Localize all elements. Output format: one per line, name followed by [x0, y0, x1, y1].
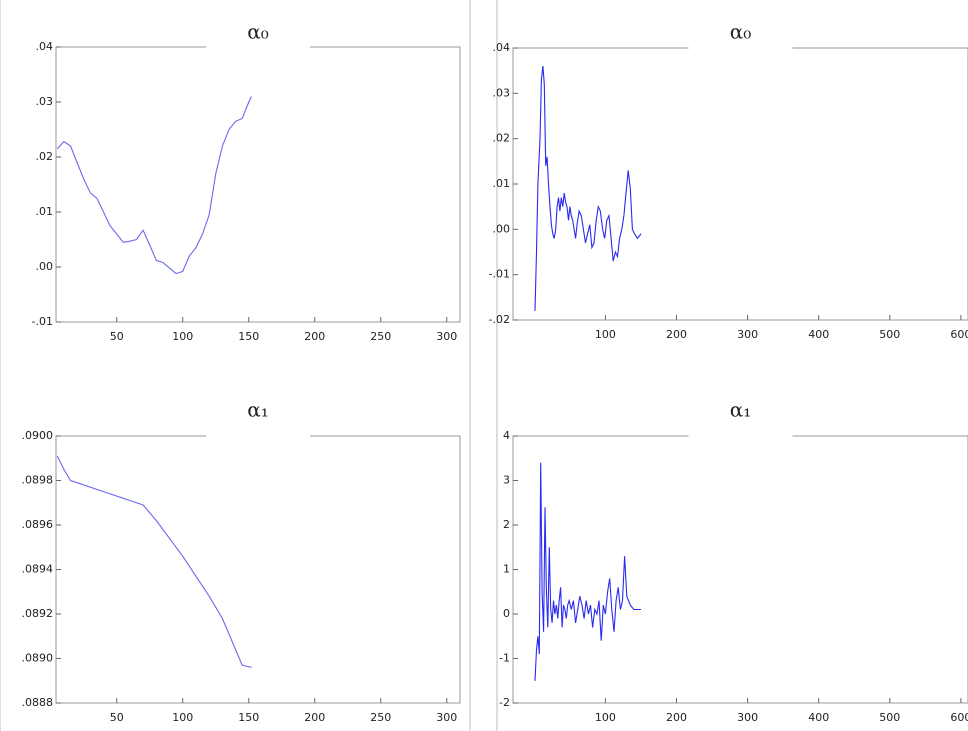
x-tick-label: 100: [172, 330, 193, 343]
x-tick-label: 300: [737, 711, 758, 724]
y-tick-label: 1: [503, 563, 510, 576]
y-tick-label: -.01: [489, 268, 510, 281]
x-tick-label: 50: [110, 711, 124, 724]
y-tick-label: .03: [36, 95, 54, 108]
y-tick-label: .03: [493, 86, 511, 99]
y-tick-label: .0896: [22, 518, 54, 531]
y-tick-label: -.01: [32, 315, 53, 328]
x-tick-label: 150: [238, 711, 259, 724]
data-line: [534, 66, 642, 311]
x-tick-label: 250: [370, 711, 391, 724]
x-tick-label: 50: [110, 330, 124, 343]
y-tick-label: .02: [36, 150, 54, 163]
x-tick-label: 100: [595, 711, 616, 724]
y-tick-label: .02: [493, 132, 511, 145]
panel-title: α₁: [730, 398, 752, 422]
x-tick-label: 150: [238, 330, 259, 343]
x-tick-label: 300: [737, 328, 758, 341]
plot-frame: [55, 435, 461, 704]
y-tick-label: .0888: [22, 696, 54, 709]
title-gap: [206, 434, 310, 438]
y-tick-label: -1: [499, 652, 510, 665]
x-tick-label: 600: [950, 328, 968, 341]
y-tick-label: .0894: [22, 563, 54, 576]
y-tick-label: -2: [499, 696, 510, 709]
plot-frame: [512, 435, 968, 704]
y-tick-label: .00: [493, 222, 511, 235]
x-tick-label: 200: [666, 328, 687, 341]
y-tick-label: .04: [36, 40, 54, 53]
y-tick-label: .0900: [22, 429, 54, 442]
data-line: [534, 462, 641, 681]
x-tick-label: 200: [304, 330, 325, 343]
x-tick-label: 100: [595, 328, 616, 341]
y-tick-label: 0: [503, 607, 510, 620]
x-tick-label: 300: [436, 711, 457, 724]
title-gap: [206, 45, 310, 49]
x-tick-label: 250: [370, 330, 391, 343]
y-tick-label: .01: [493, 177, 511, 190]
data-line: [56, 455, 252, 668]
y-tick-label: .0892: [22, 607, 54, 620]
panel-title: α₁: [247, 398, 269, 422]
y-tick-label: 4: [503, 429, 510, 442]
data-line: [56, 96, 252, 275]
x-tick-label: 300: [436, 330, 457, 343]
panel-title: α₀: [730, 20, 752, 44]
y-tick-label: .0890: [22, 652, 54, 665]
y-tick-label: 2: [503, 518, 510, 531]
x-tick-label: 100: [172, 711, 193, 724]
y-tick-label: -.02: [489, 313, 510, 326]
y-tick-label: .00: [36, 260, 54, 273]
y-tick-label: 3: [503, 474, 510, 487]
panel-title: α₀: [247, 20, 269, 44]
title-gap: [688, 46, 793, 50]
x-tick-label: 200: [666, 711, 687, 724]
x-tick-label: 400: [808, 328, 829, 341]
y-tick-label: .01: [36, 205, 54, 218]
x-tick-label: 600: [950, 711, 968, 724]
title-gap: [688, 434, 793, 438]
plot-frame: [55, 46, 461, 323]
x-tick-label: 200: [304, 711, 325, 724]
y-tick-label: .04: [493, 41, 511, 54]
x-tick-label: 400: [808, 711, 829, 724]
plot-frame: [512, 47, 968, 321]
x-tick-label: 500: [879, 328, 900, 341]
y-tick-label: .0898: [22, 474, 54, 487]
x-tick-label: 500: [879, 711, 900, 724]
